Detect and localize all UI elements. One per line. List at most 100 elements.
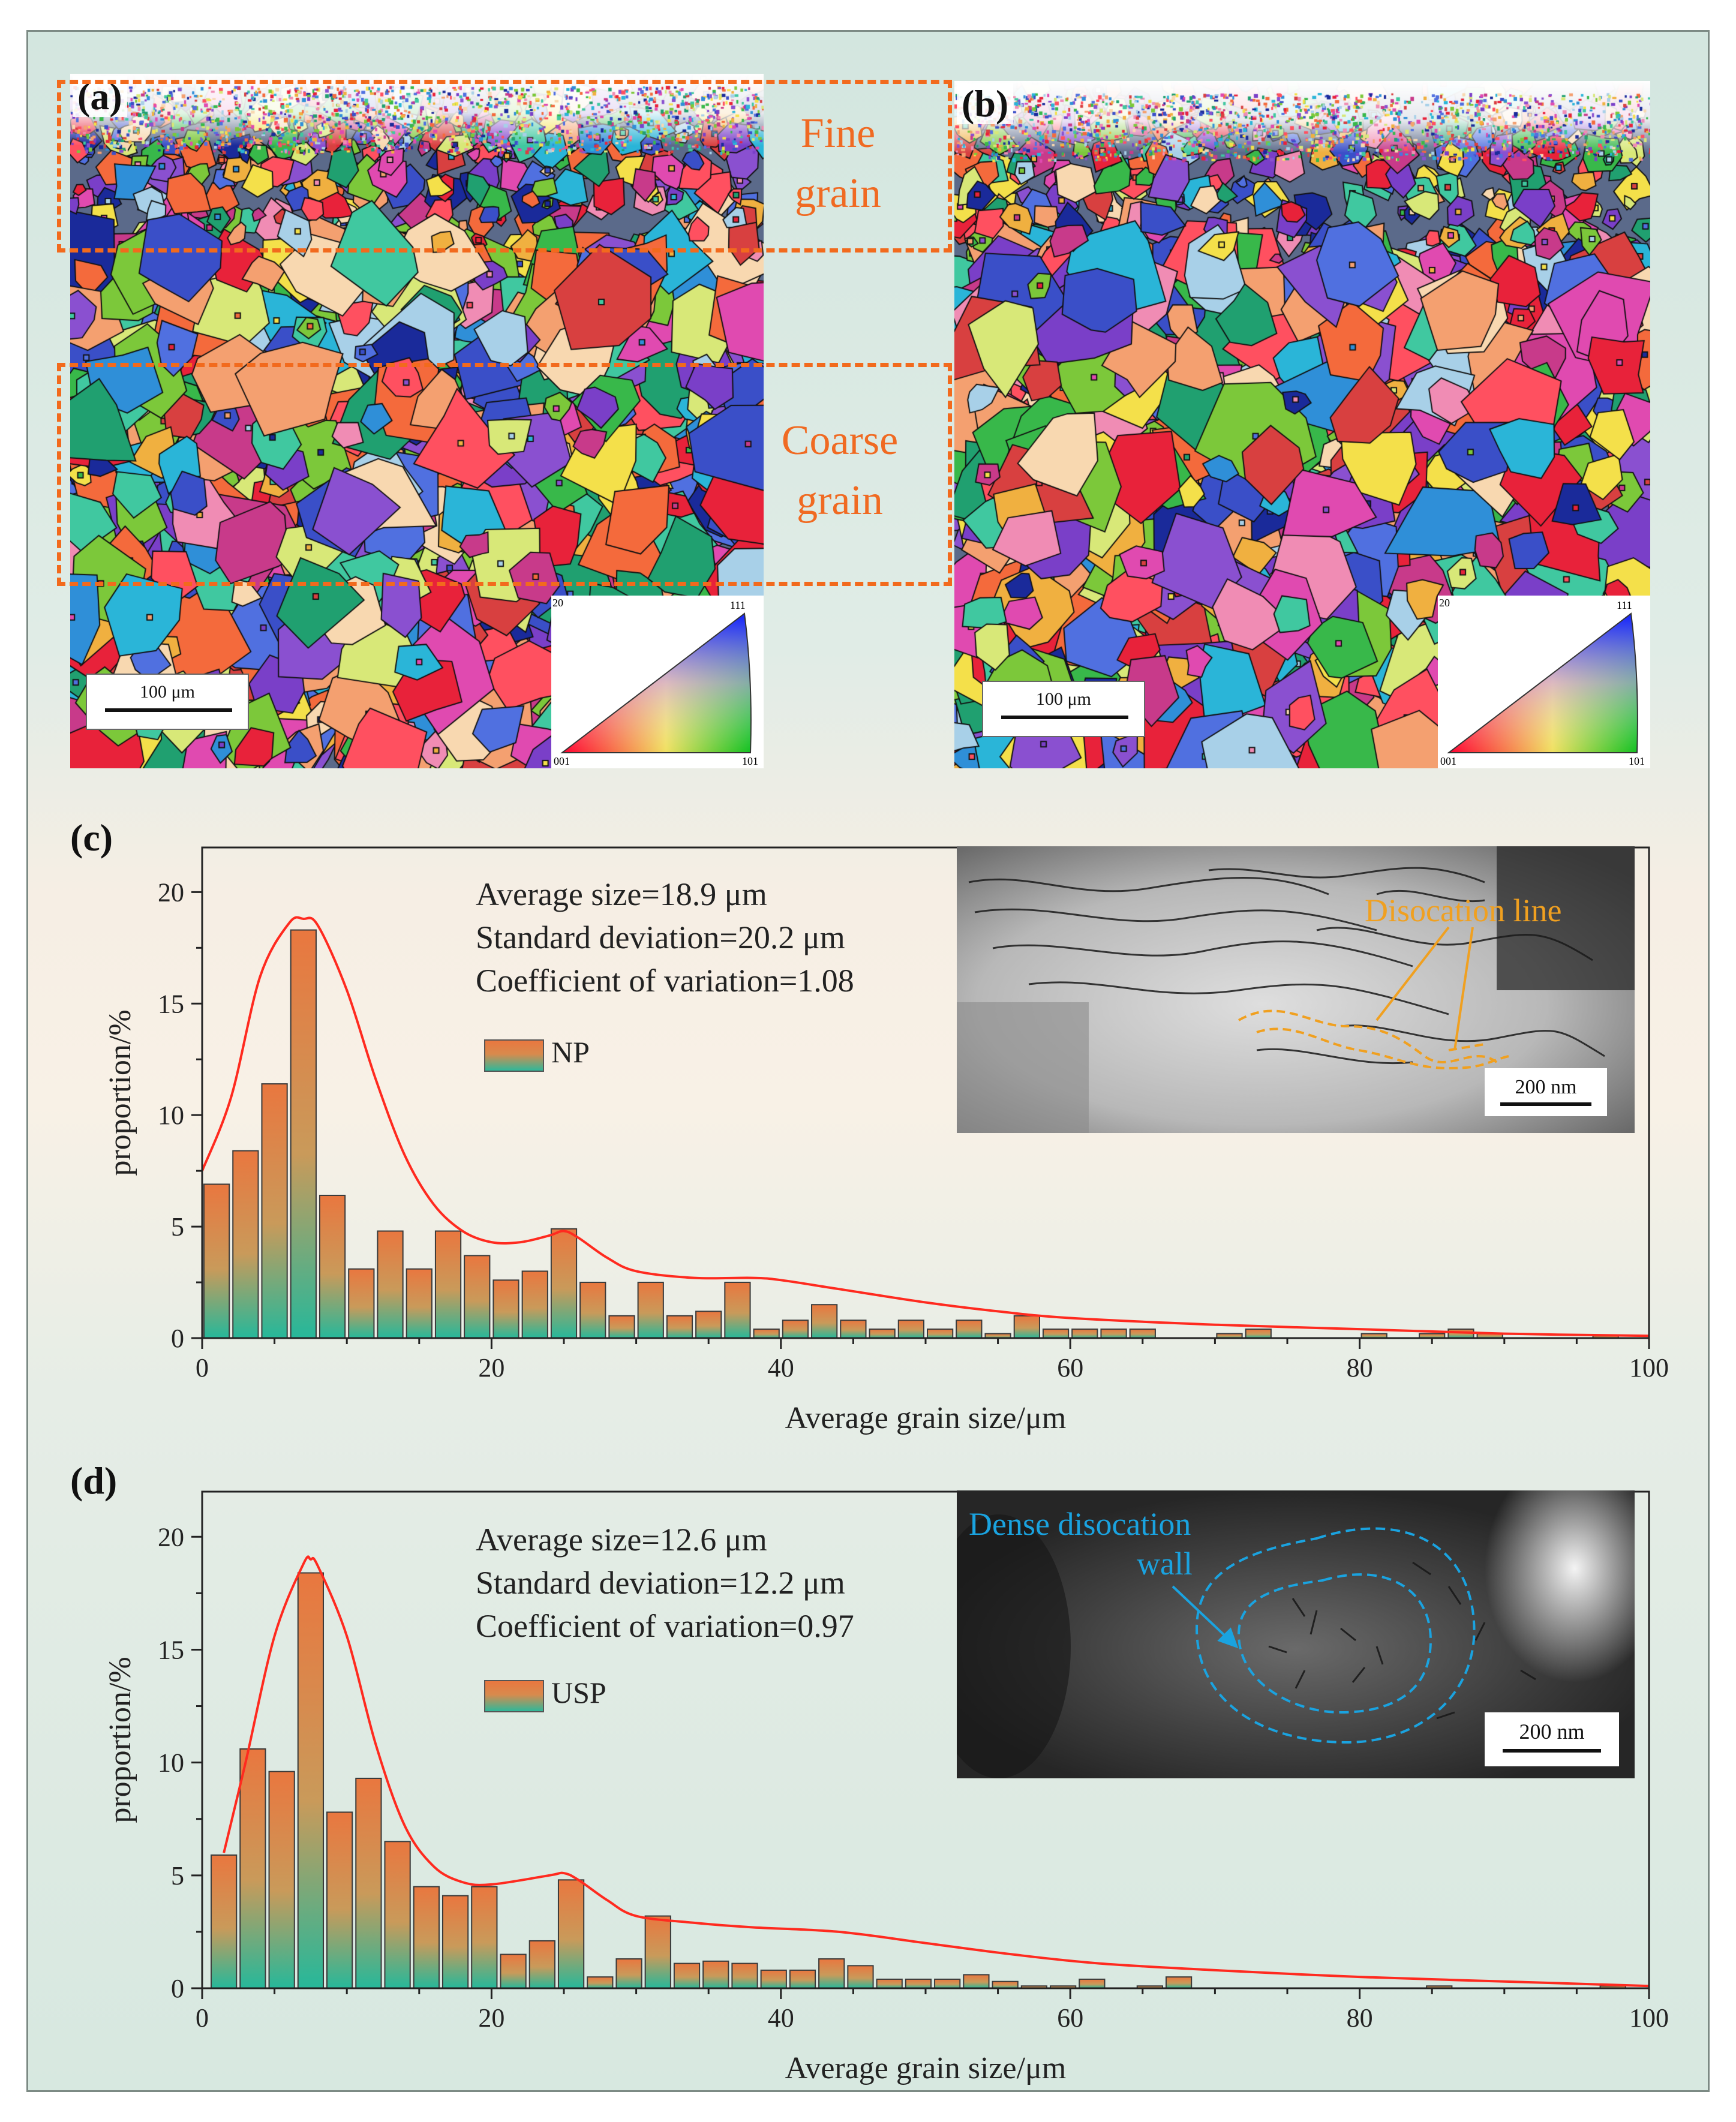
legend-label-np: NP xyxy=(551,1035,590,1069)
y-tick-label: 20 xyxy=(158,1522,184,1552)
scale-bar-box-tem-c xyxy=(1485,1068,1607,1116)
y-tick-label: 5 xyxy=(171,1212,184,1242)
x-axis-label: Average grain size/μm xyxy=(785,1401,1067,1435)
histogram-bar xyxy=(782,1320,809,1339)
tem-micrograph-c: Disocation line 200 nm xyxy=(957,846,1635,1133)
histogram-bar xyxy=(557,1879,585,1989)
histogram-bar xyxy=(239,1748,266,1989)
histogram-bar xyxy=(261,1083,288,1339)
histogram-chart-c: 0 20 40 60 80 100 0 5 10 15 20 Average grain size/μ… xyxy=(103,846,1669,1435)
panel-label-d: (d) xyxy=(70,1459,118,1502)
x-tick-label: 0 xyxy=(196,2003,209,2033)
x-tick-label: 60 xyxy=(1057,2003,1083,2033)
y-tick-label: 10 xyxy=(158,1101,184,1130)
scale-bar-label-tem-d: 200 nm xyxy=(1519,1720,1584,1744)
histogram-bar xyxy=(550,1228,578,1339)
histogram-bar xyxy=(934,1978,961,1989)
histogram-bar xyxy=(897,1320,925,1339)
histogram-bar xyxy=(268,1771,295,1989)
panel-label-c: (c) xyxy=(70,816,113,859)
stat-average-c: Average size=18.9 μm xyxy=(476,876,767,912)
histogram-bar xyxy=(492,1279,519,1339)
dense-wall-label-line1: Dense disocation xyxy=(969,1506,1191,1542)
scale-bar-label-tem-c: 200 nm xyxy=(1515,1076,1577,1098)
histogram-bar xyxy=(297,1572,325,1989)
scale-bar-label-b: 100 μm xyxy=(1036,689,1091,709)
histogram-bar xyxy=(319,1195,346,1339)
histogram-bar xyxy=(1100,1328,1127,1339)
histogram-bar xyxy=(760,1969,787,1989)
legend-label-usp: USP xyxy=(551,1676,606,1709)
histogram-bar xyxy=(702,1960,729,1989)
panel-label-b: (b) xyxy=(957,83,1014,124)
wall-pointer-arrow xyxy=(1172,1585,1239,1649)
tem-image-c: Disocation line 200 nm xyxy=(957,846,1635,1133)
y-axis-label: proportion/% xyxy=(103,1009,137,1176)
disocation-line-label: Disocation line xyxy=(1365,892,1561,928)
x-tick-label: 80 xyxy=(1347,1353,1373,1382)
scale-bar-box-a: 100 μm xyxy=(86,674,249,730)
histogram-bar xyxy=(840,1320,867,1339)
coarse-grain-region xyxy=(57,363,952,586)
x-axis-label: Average grain size/μm xyxy=(785,2051,1067,2085)
x-tick-label: 40 xyxy=(768,2003,794,2033)
histogram-bar xyxy=(377,1230,404,1339)
histogram-bar xyxy=(1042,1328,1070,1339)
histogram-bar xyxy=(290,929,317,1339)
fine-grain-region xyxy=(57,80,952,253)
histogram-bar xyxy=(956,1320,983,1339)
histogram-bar xyxy=(811,1304,838,1339)
tem-image-d: Dense disocation wall 200 nm xyxy=(957,1490,1635,1778)
ipf-triangle-a: 001 101 111 20 xyxy=(552,597,758,767)
histogram-bar xyxy=(847,1965,874,1989)
histogram-bar xyxy=(1013,1315,1040,1339)
ipf-label-20: 20 xyxy=(1439,597,1450,609)
dense-wall-label-line2: wall xyxy=(1137,1546,1193,1582)
x-tick-label: 100 xyxy=(1629,2003,1669,2033)
x-tick-label: 100 xyxy=(1629,1353,1669,1382)
histogram-bar xyxy=(211,1854,238,1989)
histogram-bar xyxy=(724,1282,751,1339)
ipf-label-101: 101 xyxy=(742,755,758,767)
ebsd-map-a: 001 101 111 20 100 μm xyxy=(70,74,764,768)
histogram-bar xyxy=(818,1958,845,1989)
histogram-bar xyxy=(203,1183,230,1339)
annotation-pointer-lines xyxy=(1375,926,1474,1051)
ipf-triangle-b: 001 101 111 20 xyxy=(1439,597,1645,767)
x-tick-label: 0 xyxy=(196,1353,209,1382)
histogram-bar xyxy=(528,1940,555,1989)
ipf-label-20: 20 xyxy=(552,597,563,609)
y-tick-label: 0 xyxy=(171,1974,184,2003)
histogram-bar xyxy=(434,1230,462,1339)
histogram-bar xyxy=(232,1150,259,1339)
histogram-bar xyxy=(789,1969,816,1989)
histogram-bar xyxy=(876,1978,903,1989)
ebsd-map-b: 001 101 111 20 100 μm xyxy=(954,81,1650,768)
x-tick-label: 80 xyxy=(1347,2003,1373,2033)
histogram-bar xyxy=(1129,1328,1156,1339)
histogram-bar xyxy=(695,1311,722,1339)
x-tick-label: 20 xyxy=(478,2003,504,2033)
scale-bar-line-b xyxy=(1001,716,1128,719)
histogram-bar xyxy=(1071,1328,1098,1339)
scale-bar-box-b: 100 μm xyxy=(982,681,1145,737)
fit-curve xyxy=(223,1555,1650,1988)
histogram-bar xyxy=(521,1270,548,1339)
fine-grain-label: Fine grain xyxy=(795,110,881,217)
histogram-chart-d: 0 20 40 60 80 100 0 5 10 15 20 Average grain size/μ… xyxy=(103,1490,1669,2085)
ipf-color-key-a: 001 101 111 20 xyxy=(551,596,764,768)
histogram-bar xyxy=(1165,1976,1193,1989)
fit-curve xyxy=(201,916,1650,1337)
histogram-bar xyxy=(608,1315,635,1339)
ipf-color-key-b: 001 101 111 20 xyxy=(1438,596,1650,768)
scale-bar-box-tem-d xyxy=(1485,1712,1619,1766)
histogram-bar xyxy=(355,1777,382,1989)
ipf-label-001: 001 xyxy=(1440,755,1456,767)
x-tick-label: 60 xyxy=(1057,1353,1083,1382)
y-tick-label: 5 xyxy=(171,1861,184,1890)
histogram-bar xyxy=(326,1811,353,1989)
histogram-bar xyxy=(441,1895,469,1989)
x-tick-label: 20 xyxy=(478,1353,504,1382)
legend-swatch-usp xyxy=(484,1680,544,1712)
dislocation-wall-outline xyxy=(1195,1527,1476,1744)
